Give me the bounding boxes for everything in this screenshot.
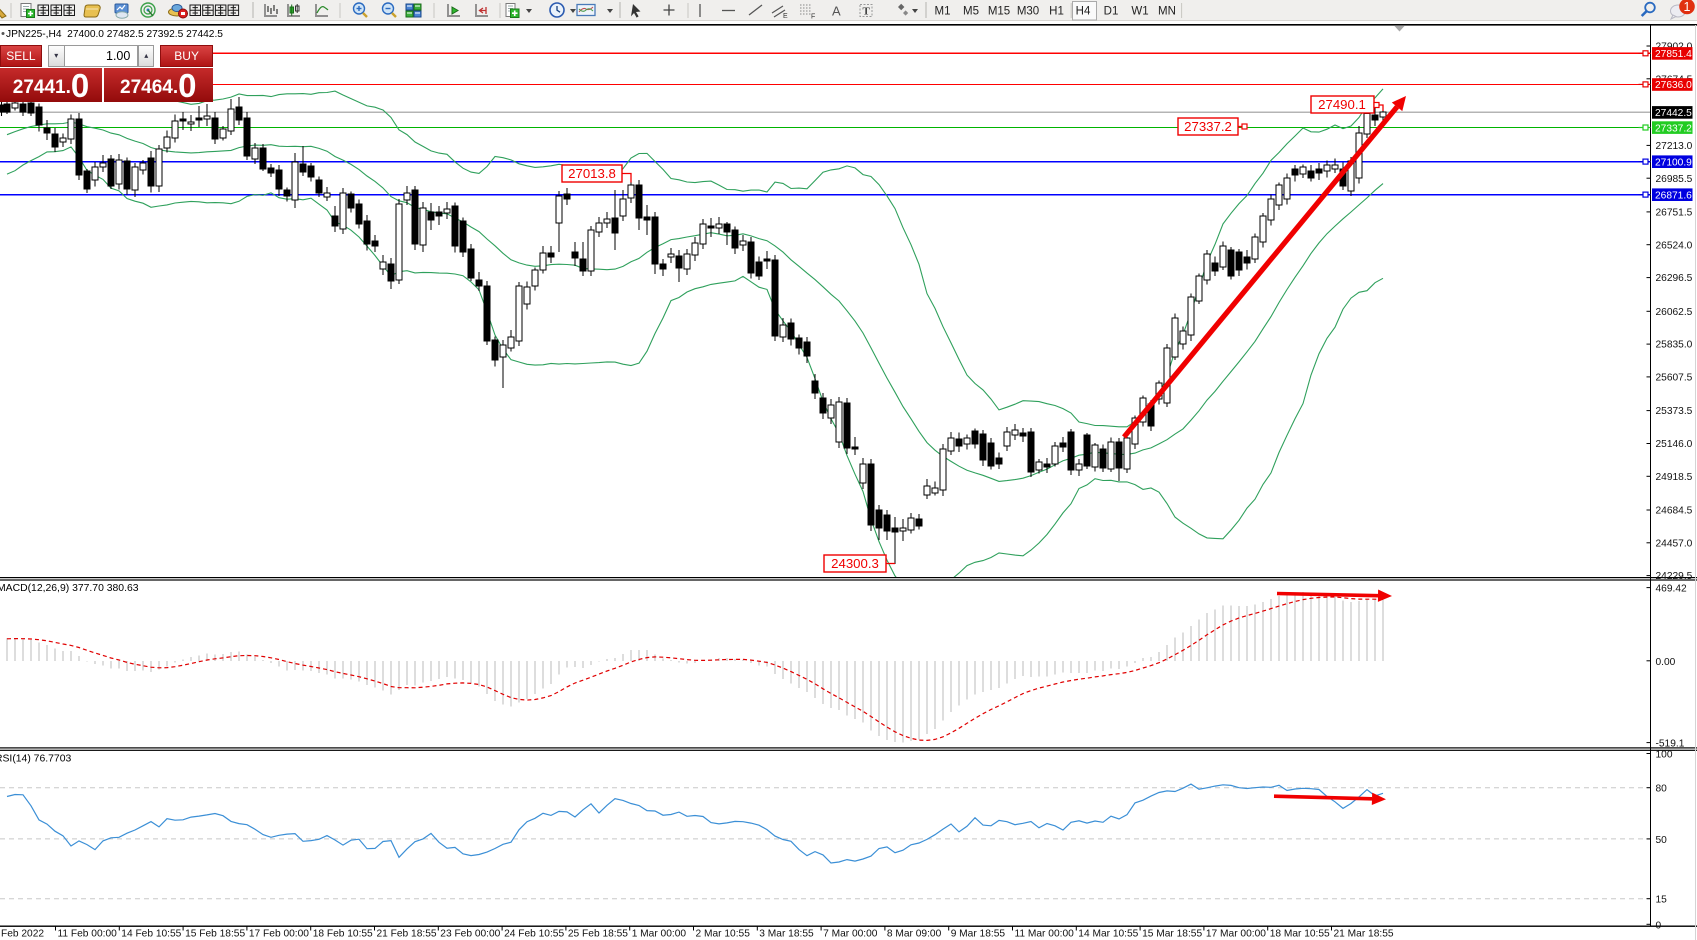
svg-text:18 Mar 10:55: 18 Mar 10:55: [1270, 929, 1330, 940]
svg-text:15 Mar 18:55: 15 Mar 18:55: [1142, 929, 1202, 940]
svg-text:9 Mar 18:55: 9 Mar 18:55: [951, 929, 1006, 940]
svg-text:24457.0: 24457.0: [1656, 538, 1693, 549]
svg-text:14 Feb 10:55: 14 Feb 10:55: [121, 929, 181, 940]
svg-text:T: T: [863, 6, 871, 18]
svg-text:27636.0: 27636.0: [1655, 80, 1692, 91]
svg-text:27851.4: 27851.4: [1655, 49, 1692, 60]
svg-text:M15: M15: [988, 6, 1010, 18]
svg-text:27337.2: 27337.2: [1655, 123, 1692, 134]
svg-text:25835.0: 25835.0: [1656, 340, 1693, 351]
svg-text:15 Feb 18:55: 15 Feb 18:55: [185, 929, 245, 940]
svg-text:F: F: [811, 14, 815, 21]
svg-text:14 Mar 10:55: 14 Mar 10:55: [1078, 929, 1138, 940]
svg-text:21 Feb 18:55: 21 Feb 18:55: [377, 929, 437, 940]
svg-text:11 Mar 00:00: 11 Mar 00:00: [1015, 929, 1075, 940]
svg-text:D1: D1: [1104, 6, 1119, 18]
svg-text:H4: H4: [1076, 6, 1091, 18]
svg-text:JPN225-,H4 27400.0 27482.5 27: JPN225-,H4 27400.0 27482.5 27392.5 27442…: [6, 29, 223, 40]
svg-text:M5: M5: [963, 6, 979, 18]
svg-text:17 Feb 00:00: 17 Feb 00:00: [249, 929, 309, 940]
svg-text:25607.5: 25607.5: [1656, 373, 1693, 384]
svg-text:27213.0: 27213.0: [1656, 141, 1693, 152]
svg-text:18 Feb 10:55: 18 Feb 10:55: [313, 929, 373, 940]
svg-text:A: A: [832, 4, 841, 19]
svg-text:24918.5: 24918.5: [1656, 472, 1693, 483]
svg-text:27442.5: 27442.5: [1655, 108, 1692, 119]
svg-text:17 Mar 00:00: 17 Mar 00:00: [1206, 929, 1266, 940]
svg-text:27013.8: 27013.8: [568, 166, 616, 181]
svg-text:1 Mar 00:00: 1 Mar 00:00: [632, 929, 687, 940]
svg-text:3 Mar 18:55: 3 Mar 18:55: [759, 929, 814, 940]
svg-text:100: 100: [1656, 750, 1673, 761]
svg-text:1: 1: [1684, 0, 1691, 14]
svg-text:W1: W1: [1131, 6, 1148, 18]
svg-text:27100.9: 27100.9: [1655, 157, 1692, 168]
svg-text:469.42: 469.42: [1656, 584, 1687, 595]
svg-text:23 Feb 00:00: 23 Feb 00:00: [440, 929, 500, 940]
svg-text:27490.1: 27490.1: [1318, 97, 1366, 112]
svg-text:RSI(14) 76.7703: RSI(14) 76.7703: [0, 754, 71, 765]
svg-text:24229.5: 24229.5: [1656, 571, 1693, 582]
svg-text:H1: H1: [1049, 6, 1064, 18]
svg-text:MN: MN: [1158, 6, 1176, 18]
svg-text:24300.3: 24300.3: [831, 556, 879, 571]
svg-text:80: 80: [1656, 784, 1668, 795]
svg-text:26062.5: 26062.5: [1656, 307, 1693, 318]
svg-text:26296.5: 26296.5: [1656, 273, 1693, 284]
svg-text:27337.2: 27337.2: [1184, 119, 1232, 134]
svg-text:-519.1: -519.1: [1656, 739, 1685, 750]
svg-text:26751.5: 26751.5: [1656, 208, 1693, 219]
svg-text:Feb 2022: Feb 2022: [1, 929, 44, 940]
svg-text:21 Mar 18:55: 21 Mar 18:55: [1334, 929, 1394, 940]
svg-text:2 Mar 10:55: 2 Mar 10:55: [696, 929, 751, 940]
svg-text:MACD(12,26,9) 377.70 380.63: MACD(12,26,9) 377.70 380.63: [0, 583, 139, 594]
svg-text:25 Feb 18:55: 25 Feb 18:55: [568, 929, 628, 940]
svg-text:M30: M30: [1017, 6, 1039, 18]
svg-text:11 Feb 00:00: 11 Feb 00:00: [58, 929, 118, 940]
svg-text:26985.5: 26985.5: [1656, 174, 1693, 185]
svg-text:25146.0: 25146.0: [1656, 439, 1693, 450]
svg-text:24 Feb 10:55: 24 Feb 10:55: [504, 929, 564, 940]
svg-text:M1: M1: [935, 6, 951, 18]
svg-text:8 Mar 09:00: 8 Mar 09:00: [887, 929, 942, 940]
svg-text:25373.5: 25373.5: [1656, 406, 1693, 417]
svg-text:26871.6: 26871.6: [1655, 190, 1692, 201]
svg-text:7 Mar 00:00: 7 Mar 00:00: [823, 929, 878, 940]
svg-text:0: 0: [1656, 920, 1662, 931]
svg-text:E: E: [783, 13, 788, 20]
svg-text:50: 50: [1656, 835, 1668, 846]
svg-text:26524.0: 26524.0: [1656, 240, 1693, 251]
svg-text:0.00: 0.00: [1656, 657, 1676, 668]
svg-text:24684.5: 24684.5: [1656, 506, 1693, 517]
svg-text:15: 15: [1656, 895, 1668, 906]
